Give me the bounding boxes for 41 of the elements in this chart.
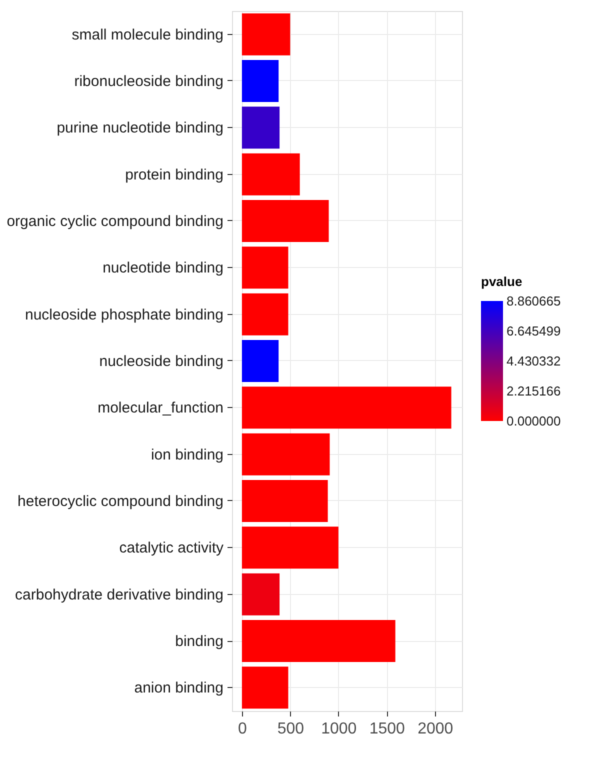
y-tick-label: protein binding [125,166,224,184]
x-tick-label: 0 [238,720,247,738]
x-tick-label: 500 [277,720,304,738]
bar [242,60,279,102]
bar [242,106,280,149]
y-tick-label: purine nucleotide binding [56,120,224,137]
bar [242,386,452,429]
y-tick-label: nucleoside phosphate binding [25,306,224,324]
y-tick-label: ribonucleoside binding [74,73,224,90]
y-tick-label: small molecule binding [72,26,224,44]
bar [242,480,328,522]
color-bar-title: pvalue [481,274,522,289]
bar [242,620,396,662]
bar [242,433,330,476]
bar [242,13,290,56]
x-tick-label: 1500 [369,720,406,738]
bar [242,340,279,382]
y-tick-label: ion binding [150,446,224,464]
color-bar-label: 0.000000 [506,414,561,428]
bar [242,526,338,569]
bar [242,293,288,336]
y-tick-label: heterocyclic compound binding [18,493,224,510]
y-tick-label: nucleoside binding [99,353,224,370]
color-bar-label: 6.645499 [506,324,561,338]
bar [242,573,280,616]
bar [242,666,288,709]
bar [242,153,300,196]
bar [242,200,329,242]
color-bar-label: 8.860665 [506,294,561,308]
y-tick-label: catalytic activity [119,540,224,557]
color-bar-label: 2.215166 [506,384,561,398]
y-tick-label: anion binding [134,680,224,697]
x-tick-label: 1000 [321,720,357,738]
y-tick-label: organic cyclic compound binding [6,213,224,230]
y-tick-label: binding [175,633,224,650]
color-bar-label: 4.430332 [506,354,561,368]
x-tick-label: 2000 [418,720,454,738]
y-tick-label: carbohydrate derivative binding [15,586,224,604]
y-tick-label: nucleotide binding [102,260,224,277]
bar [242,246,288,289]
y-tick-label: molecular_function [98,400,224,417]
